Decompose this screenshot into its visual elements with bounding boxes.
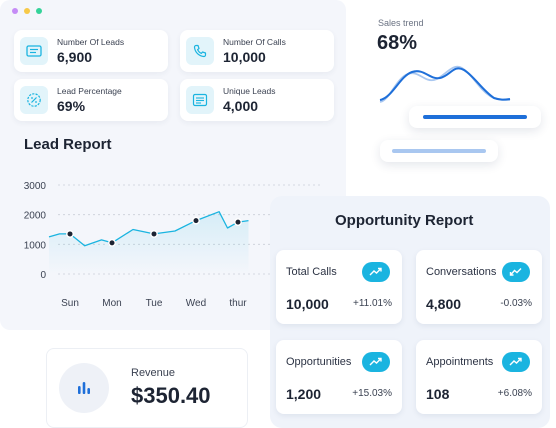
bar-chart-icon <box>59 363 109 413</box>
window-dot-green[interactable] <box>36 8 42 14</box>
opp-label: Conversations <box>426 266 497 278</box>
sales-trend-sparkline <box>379 65 511 103</box>
x-tick-label: Sun <box>61 298 79 309</box>
window-dot-yellow[interactable] <box>24 8 30 14</box>
x-tick-label: Wed <box>186 298 206 309</box>
data-point <box>66 230 74 238</box>
opp-value: 4,800 <box>426 296 462 312</box>
opp-value: 10,000 <box>286 296 329 312</box>
data-point <box>108 238 116 247</box>
data-point <box>234 218 242 226</box>
trend-up-icon <box>502 352 530 372</box>
series-area <box>49 211 249 274</box>
data-point <box>150 230 158 238</box>
opp-change: -0.03% <box>500 298 532 309</box>
sales-trend-value: 68% <box>377 32 418 54</box>
stat-card-leads[interactable]: Number Of Leads 6,900 <box>14 30 168 72</box>
trend-line-light <box>379 65 511 103</box>
list-icon <box>186 86 214 114</box>
stat-card-unique-leads[interactable]: Unique Leads 4,000 <box>180 79 334 121</box>
y-tick-label: 2000 <box>24 211 47 222</box>
sales-trend-label: Sales trend <box>378 18 424 28</box>
stat-value: 4,000 <box>223 97 259 114</box>
window-controls <box>12 8 42 14</box>
stat-value: 69% <box>57 97 86 114</box>
trend-line-dark <box>379 67 511 101</box>
stat-label: Lead Percentage <box>57 85 122 96</box>
opp-card-total-calls[interactable]: Total Calls 10,000 +11.01% <box>276 250 402 324</box>
trend-up-icon <box>362 352 390 372</box>
y-tick-label: 3000 <box>24 181 47 192</box>
opp-card-opportunities[interactable]: Opportunities 1,200 +15.03% <box>276 340 402 414</box>
opportunity-title: Opportunity Report <box>335 212 474 229</box>
trend-pill-dark <box>409 106 541 128</box>
data-point <box>192 216 200 225</box>
stat-value: 6,900 <box>57 48 93 65</box>
stat-card-calls[interactable]: Number Of Calls 10,000 <box>180 30 334 72</box>
opp-label: Total Calls <box>286 266 337 278</box>
lead-report-title: Lead Report <box>24 136 112 153</box>
x-tick-label: thur <box>229 298 247 309</box>
opp-label: Appointments <box>426 356 494 368</box>
revenue-label: Revenue <box>131 367 176 379</box>
opp-change: +11.01% <box>352 298 392 309</box>
x-tick-label: Mon <box>102 298 121 309</box>
stat-card-percentage[interactable]: Lead Percentage 69% <box>14 79 168 121</box>
y-tick-label: 1000 <box>24 240 47 251</box>
stat-label: Unique Leads <box>223 85 276 96</box>
opp-change: +15.03% <box>352 388 392 399</box>
revenue-card[interactable]: Revenue $350.40 <box>46 348 248 428</box>
stat-value: 10,000 <box>223 48 266 65</box>
lead-report-chart: 3000 2000 1000 0 Sun Mon Tue Wed thur <box>24 181 322 309</box>
opp-card-appointments[interactable]: Appointments 108 +6.08% <box>416 340 542 414</box>
revenue-value: $350.40 <box>131 383 211 408</box>
id-card-icon <box>20 37 48 65</box>
phone-icon <box>186 37 214 65</box>
opportunity-panel: Opportunity Report Total Calls 10,000 +1… <box>270 196 550 428</box>
opp-value: 108 <box>426 386 450 402</box>
opp-label: Opportunities <box>286 356 352 368</box>
trend-up-icon <box>362 262 390 282</box>
dashboard-panel: Number Of Leads 6,900 Number Of Calls 10… <box>0 0 346 330</box>
stat-label: Number Of Calls <box>223 36 286 47</box>
window-dot-purple[interactable] <box>12 8 18 14</box>
trend-pill-light <box>380 140 498 162</box>
opp-change: +6.08% <box>497 388 532 399</box>
x-tick-label: Tue <box>146 298 163 309</box>
y-tick-label: 0 <box>40 270 46 281</box>
opp-card-conversations[interactable]: Conversations 4,800 -0.03% <box>416 250 542 324</box>
stat-label: Number Of Leads <box>57 36 125 47</box>
opp-value: 1,200 <box>286 386 322 402</box>
percent-badge-icon <box>20 86 48 114</box>
trend-down-icon <box>502 262 530 282</box>
